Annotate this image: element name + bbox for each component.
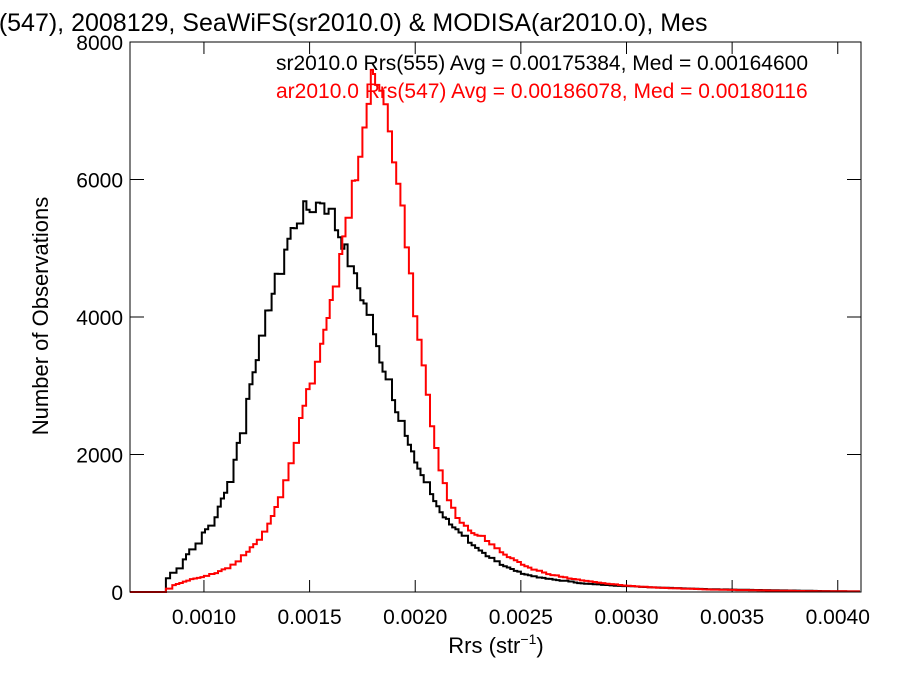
x-tick-label: 0.0010	[172, 606, 236, 629]
x-tick-label: 0.0025	[489, 606, 553, 629]
x-axis-label-superscript: −1	[520, 631, 536, 647]
y-tick-label: 2000	[76, 445, 123, 468]
y-tick-label: 0	[111, 582, 123, 605]
x-tick-label: 0.0040	[806, 606, 870, 629]
series-line-ar2010	[130, 68, 860, 593]
x-tick-label: 0.0015	[277, 606, 341, 629]
x-axis-label-close: )	[536, 633, 543, 658]
x-axis-label: Rrs (str−1)	[448, 631, 543, 658]
series-layer	[130, 68, 860, 593]
legend-entry-red: ar2010.0 Rrs(547) Avg = 0.00186078, Med …	[276, 80, 808, 103]
legend-entry-black: sr2010.0 Rrs(555) Avg = 0.00175384, Med …	[276, 52, 808, 75]
y-tick-label: 8000	[76, 32, 123, 55]
y-axis-label: Number of Observations	[28, 197, 53, 435]
chart-title: rs(547), 2008129, SeaWiFS(sr2010.0) & MO…	[0, 9, 707, 37]
plot-frame	[129, 41, 862, 593]
x-axis-label-main: Rrs (str	[448, 633, 520, 658]
y-tick-label: 6000	[76, 170, 123, 193]
x-tick-label: 0.0020	[383, 606, 447, 629]
axis-ticks: 0.0010 0.0015 0.0020 0.0025 0.0030 0.0035 0.00…	[76, 32, 870, 629]
y-tick-label: 4000	[76, 307, 123, 330]
x-tick-label: 0.0030	[594, 606, 658, 629]
x-tick-label: 0.0035	[700, 606, 764, 629]
